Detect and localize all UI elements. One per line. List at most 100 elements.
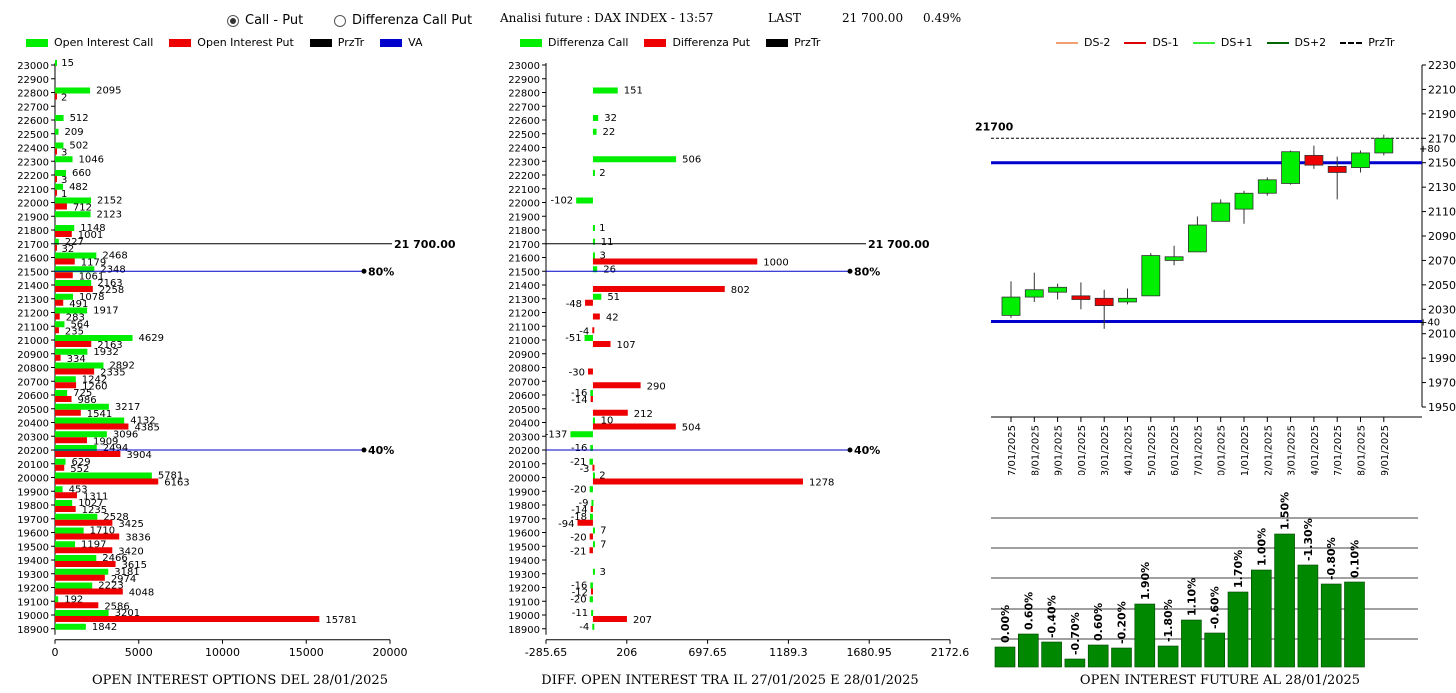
future-bar-label: 0.10% xyxy=(1349,540,1362,578)
put-bar xyxy=(55,176,57,182)
y-tick-label: 20800 xyxy=(17,364,49,375)
put-bar xyxy=(55,437,87,444)
diff-put-label: -48 xyxy=(566,299,582,310)
legend-swatch-prztr xyxy=(309,38,332,47)
call-bar xyxy=(55,128,59,135)
put-bar xyxy=(55,286,93,292)
x-tick-label: 1189.3 xyxy=(769,646,808,659)
legend-swatch-put xyxy=(169,38,192,47)
put-bar xyxy=(55,189,57,196)
y-tick-label: 21500 xyxy=(1428,157,1456,170)
candle-body xyxy=(1281,151,1301,184)
y-tick-label: 20600 xyxy=(508,391,540,402)
va-label: 80% xyxy=(854,265,880,278)
call-label: 502 xyxy=(69,141,88,152)
x-tick-label: 697.65 xyxy=(688,646,727,659)
call-label: 227 xyxy=(65,237,84,248)
y-tick-label: 23000 xyxy=(508,61,540,72)
radio-call-put[interactable]: Call - Put xyxy=(227,13,303,28)
put-bar xyxy=(55,423,129,430)
diff-call-label: 2 xyxy=(599,168,605,179)
y-tick-label: 19500 xyxy=(508,542,540,553)
candle-body xyxy=(1071,295,1091,300)
put-label: 15781 xyxy=(325,615,357,626)
legend-swatch-va xyxy=(380,38,403,47)
legend-label-put: Open Interest Put xyxy=(197,36,294,49)
call-label: 4132 xyxy=(130,416,155,427)
y-tick-label: 18900 xyxy=(508,625,540,636)
radio-call-put-indicator[interactable] xyxy=(227,14,239,27)
candle-body xyxy=(1304,154,1324,166)
x-tick-label: 21/01/2025 xyxy=(1240,425,1251,475)
call-bar xyxy=(55,403,109,410)
y-tick-label: 19700 xyxy=(1428,377,1456,390)
put-label: 1260 xyxy=(82,381,107,392)
put-bar xyxy=(55,93,57,100)
y-tick-label: 20800 xyxy=(508,364,540,375)
diff-put-bar xyxy=(592,341,611,347)
y-tick-label: 22200 xyxy=(17,171,49,182)
put-label: 2586 xyxy=(104,601,129,612)
y-tick-label: 21200 xyxy=(508,309,540,320)
x-tick-label: 10/01/2025 xyxy=(1077,425,1088,475)
call-label: 2095 xyxy=(96,86,121,97)
y-tick-label: 20500 xyxy=(508,405,540,416)
diff-call-label: 32 xyxy=(604,113,617,124)
call-bar xyxy=(55,197,92,204)
diff-put-bar xyxy=(592,616,627,622)
put-label: 3 xyxy=(61,148,67,159)
y-tick-label: 19800 xyxy=(508,501,540,512)
diff-call-bar xyxy=(590,582,593,589)
diff-put-label: -14 xyxy=(571,505,587,516)
put-bar xyxy=(55,602,99,609)
y-tick-label: 21500 xyxy=(17,267,49,278)
diff-put-label: -21 xyxy=(570,546,586,557)
diff-call-label: 11 xyxy=(601,237,614,248)
y-tick-label: 22500 xyxy=(508,130,540,141)
y-tick-label: 21800 xyxy=(508,226,540,237)
y-tick-label: 20700 xyxy=(17,377,49,388)
call-bar xyxy=(55,390,68,396)
y-tick-label: 19700 xyxy=(17,515,49,526)
diff-call-bar xyxy=(589,486,593,493)
y-tick-label: 21700 xyxy=(17,240,49,251)
future-bar-label: 0.00% xyxy=(999,605,1012,643)
put-bar xyxy=(55,464,65,471)
call-label: 4629 xyxy=(139,333,164,344)
candlestick-chart: 22300 22100 21900 21700 21500 21300 21100 20900… xyxy=(975,59,1456,475)
call-label: 2528 xyxy=(103,512,128,523)
radio-differenza-indicator[interactable] xyxy=(334,14,346,27)
future-bar-label: 1.70% xyxy=(1232,550,1245,588)
call-bar xyxy=(55,623,86,630)
put-bar xyxy=(55,368,95,375)
legend-swatch-call xyxy=(26,38,48,47)
legend-swatch-ds+2 xyxy=(1266,41,1289,44)
legend-swatch-prztr-c xyxy=(1340,41,1363,44)
call-bar xyxy=(55,568,109,575)
y-tick-label: 20300 xyxy=(17,432,49,443)
diff-put-label: -14 xyxy=(571,395,587,406)
call-label: 1932 xyxy=(93,347,118,358)
y-tick-label: 22700 xyxy=(17,102,49,113)
legend-label-diff-prztr: PrzTr xyxy=(794,36,821,49)
y-tick-label: 20000 xyxy=(17,474,49,485)
candle-body xyxy=(1118,297,1137,303)
call-label: 1078 xyxy=(79,292,104,303)
diff-call-label: 2 xyxy=(599,471,605,482)
put-bar xyxy=(55,299,64,306)
y-tick-label: 20900 xyxy=(508,350,540,361)
y-tick-label: 22400 xyxy=(17,144,49,155)
call-label: 660 xyxy=(72,168,91,179)
put-bar xyxy=(55,203,67,210)
diff-put-bar xyxy=(592,313,600,320)
x-tick-label: 5000 xyxy=(125,646,153,659)
put-bar xyxy=(55,561,116,567)
future-bar xyxy=(1344,581,1365,668)
radio-differenza[interactable]: Differenza Call Put xyxy=(334,13,472,28)
diff-put-bar xyxy=(592,327,595,334)
call-label: 2466 xyxy=(102,553,127,564)
y-tick-label: 19200 xyxy=(508,584,540,595)
y-tick-label: 20300 xyxy=(508,432,540,443)
y-tick-label: 21100 xyxy=(508,322,540,333)
diff-put-label: 504 xyxy=(682,423,701,434)
